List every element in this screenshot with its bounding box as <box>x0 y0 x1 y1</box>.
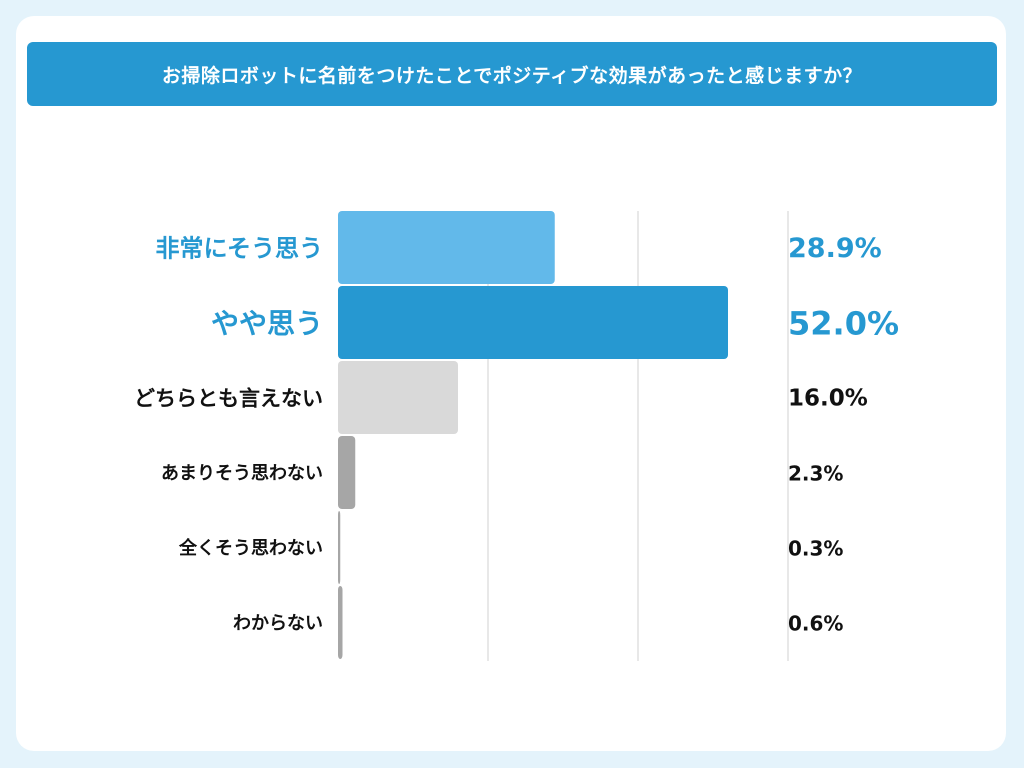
category-label: 全くそう思わない <box>178 537 323 559</box>
bar <box>338 586 343 659</box>
bar <box>338 286 728 359</box>
bar <box>338 211 555 284</box>
chart-card <box>16 16 1006 751</box>
value-label: 16.0% <box>788 386 868 412</box>
value-label: 0.6% <box>788 612 843 636</box>
category-label: やや思う <box>211 307 323 340</box>
chart-title: お掃除ロボットに名前をつけたことでポジティブな効果があったと感じますか？ <box>27 42 997 106</box>
value-label: 28.9% <box>788 233 882 264</box>
category-label: どちらとも言えない <box>134 387 323 411</box>
category-label: 非常にそう思う <box>155 235 323 263</box>
category-label: あまりそう思わない <box>161 463 323 484</box>
bar <box>338 436 356 509</box>
bar <box>338 361 458 434</box>
category-label: わからない <box>233 613 323 634</box>
value-label: 52.0% <box>788 305 899 343</box>
value-label: 0.3% <box>788 537 843 561</box>
value-label: 2.3% <box>788 462 843 486</box>
bar <box>338 511 341 584</box>
